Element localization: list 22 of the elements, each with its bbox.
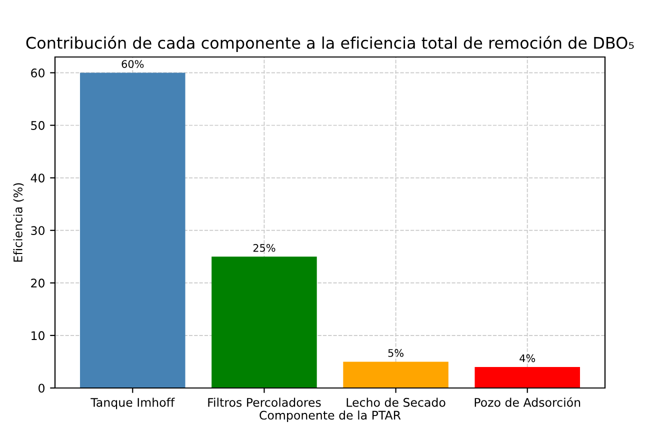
y-tick-label: 10 — [32, 331, 44, 340]
data-label: 60% — [122, 60, 144, 68]
data-label: 4% — [520, 354, 536, 362]
bar — [80, 72, 186, 388]
x-tick-label: Filtros Percoladores — [208, 398, 321, 407]
y-tick-label: 30 — [31, 226, 44, 236]
bar — [212, 256, 317, 388]
y-tick-label: 60 — [31, 68, 44, 78]
y-tick-label: 0 — [38, 384, 44, 393]
y-axis-title: Eficiencia (%) — [13, 183, 24, 262]
x-tick-label: Tanque Imhoff — [90, 398, 175, 410]
y-tick-label: 20 — [31, 278, 44, 288]
bar — [474, 366, 580, 388]
data-label: 25% — [253, 244, 276, 252]
y-tick-label: 50 — [31, 121, 44, 130]
chart-title: Contribución de cada componente a la eficiencia total de remoción de DBO₅ — [26, 36, 634, 52]
x-tick-label: Pozo de Adsorción — [474, 397, 580, 407]
data-label: 5% — [388, 349, 404, 357]
x-axis-title: Componente de la PTAR — [260, 410, 401, 422]
y-tick-label: 40 — [30, 174, 44, 182]
x-tick-label: Lecho de Secado — [346, 398, 446, 407]
bar — [343, 362, 448, 388]
